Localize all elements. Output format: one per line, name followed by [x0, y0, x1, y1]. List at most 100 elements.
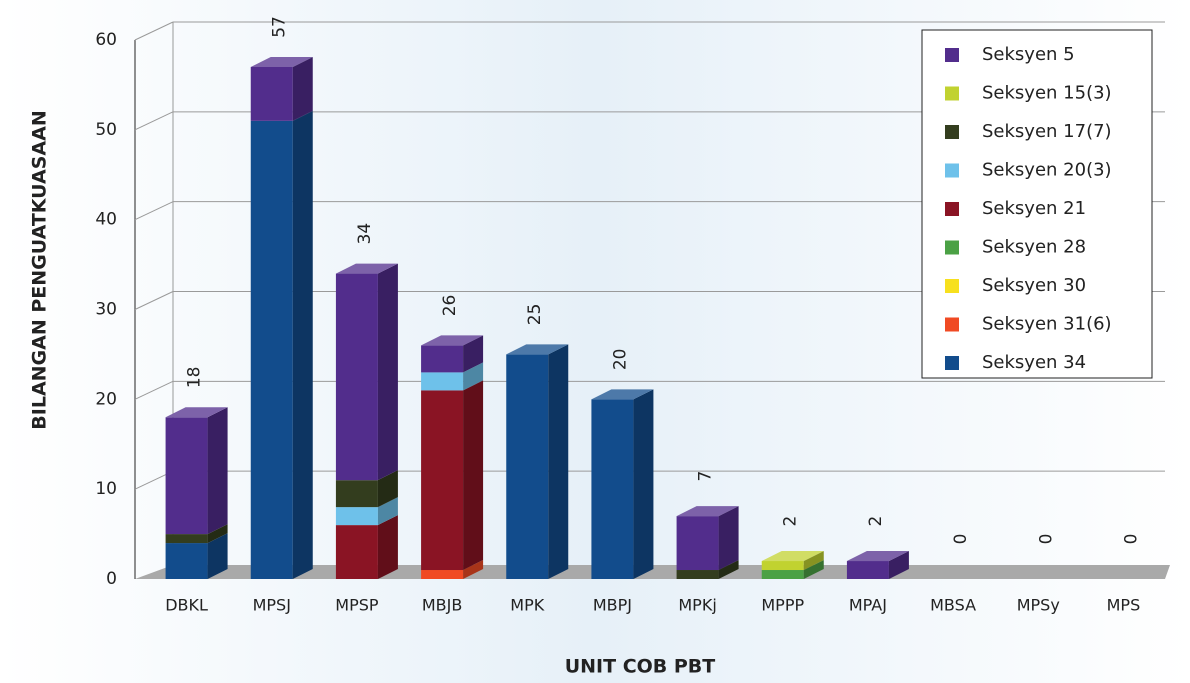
bar-side [803, 551, 824, 571]
legend-swatch [945, 240, 959, 255]
bar-side [377, 497, 398, 526]
legend-box [921, 29, 1153, 379]
bar-side [207, 524, 228, 544]
bar-top [676, 506, 739, 517]
x-tick-label: MBJB [422, 596, 462, 615]
bar-segment [421, 345, 464, 373]
bar-top [761, 551, 824, 562]
legend-swatch [945, 163, 959, 178]
bar-side [888, 551, 909, 579]
total-label: 57 [270, 16, 290, 38]
bar-side [207, 533, 228, 579]
x-tick-label: MPS [1107, 596, 1141, 615]
total-label: 2 [781, 516, 801, 527]
bar-side [718, 506, 739, 571]
bar-segment [506, 354, 549, 579]
grid-line [134, 111, 174, 131]
total-label: 7 [696, 471, 716, 482]
bar-side [377, 470, 398, 508]
x-tick-label: MPSP [335, 596, 379, 615]
bar-top [846, 551, 909, 562]
x-axis-label: UNIT COB PBT [565, 656, 716, 678]
bar-segment [250, 66, 293, 121]
bar-segment [165, 417, 208, 535]
total-label: 0 [1121, 534, 1141, 545]
total-label: 34 [355, 223, 375, 245]
legend-label: Seksyen 28 [982, 237, 1086, 258]
bar-side [292, 110, 313, 579]
total-label: 18 [185, 366, 205, 388]
bar-top [506, 344, 569, 355]
total-label: 0 [951, 534, 971, 545]
bar-side [463, 380, 484, 571]
x-tick-label: MPPP [761, 596, 804, 615]
bar-top [335, 263, 398, 274]
bar-top [591, 389, 654, 400]
x-tick-label: MPSJ [253, 596, 291, 615]
legend-swatch [945, 125, 959, 139]
bar-segment [335, 480, 378, 508]
x-tick-label: MPSy [1017, 596, 1060, 615]
legend-label: Seksyen 20(3) [982, 160, 1112, 181]
x-tick-label: MBPJ [593, 596, 632, 615]
bar-top [421, 335, 484, 346]
bar-side [718, 560, 739, 579]
y-tick-label: 0 [106, 569, 117, 589]
bar-side [463, 335, 484, 373]
bar-segment [846, 561, 889, 579]
bar-top [165, 407, 228, 418]
bar-segment [421, 372, 464, 391]
total-label: 20 [610, 349, 630, 371]
bar-segment [676, 516, 719, 571]
legend-swatch [945, 356, 959, 370]
bar-side [463, 560, 484, 579]
legend-swatch [945, 48, 959, 62]
x-tick-label: MBSA [930, 596, 976, 615]
y-tick-label: 10 [95, 479, 117, 499]
bar-segment [250, 120, 293, 579]
bar-segment [421, 570, 464, 579]
legend-label: Seksyen 17(7) [982, 121, 1112, 142]
grid-line [134, 291, 174, 310]
bar-side [377, 263, 398, 481]
bar-segment [591, 399, 634, 579]
bar-segment [335, 507, 378, 526]
legend-label: Seksyen 5 [982, 44, 1075, 65]
y-tick-label: 50 [95, 120, 117, 140]
bar-side [207, 407, 228, 535]
legend-label: Seksyen 34 [982, 352, 1086, 373]
bar-segment [676, 570, 719, 579]
legend-label: Seksyen 21 [982, 198, 1086, 219]
legend-label: Seksyen 15(3) [982, 83, 1112, 104]
y-tick-label: 60 [95, 30, 117, 50]
legend-swatch [945, 317, 959, 332]
bar-segment [761, 561, 804, 571]
grid-line [134, 201, 174, 221]
x-tick-label: MPK [510, 596, 544, 615]
bar-segment [335, 273, 378, 481]
y-tick-label: 30 [95, 300, 117, 320]
bar-top [250, 56, 313, 67]
bar-side [463, 362, 484, 391]
y-tick-label: 40 [95, 210, 117, 230]
bar-segment [165, 534, 208, 544]
bar-segment [761, 570, 804, 579]
bar-segment [335, 525, 378, 579]
x-tick-label: MPAJ [849, 596, 887, 615]
y-tick-label: 20 [95, 389, 117, 409]
total-label: 0 [1036, 534, 1056, 545]
total-label: 2 [866, 516, 886, 527]
legend-label: Seksyen 30 [982, 275, 1086, 296]
x-tick-label: DBKL [165, 596, 208, 615]
y-axis-label: BILANGAN PENGUATKUASAAN [29, 110, 51, 429]
legend-label: Seksyen 31(6) [982, 314, 1112, 335]
bar-side [548, 344, 569, 579]
legend-swatch [945, 279, 959, 293]
bar-side [292, 56, 313, 121]
legend-swatch [945, 202, 959, 216]
total-label: 26 [440, 295, 460, 317]
legend-swatch [945, 86, 959, 101]
bar-side [377, 515, 398, 579]
bar-segment [421, 390, 464, 571]
